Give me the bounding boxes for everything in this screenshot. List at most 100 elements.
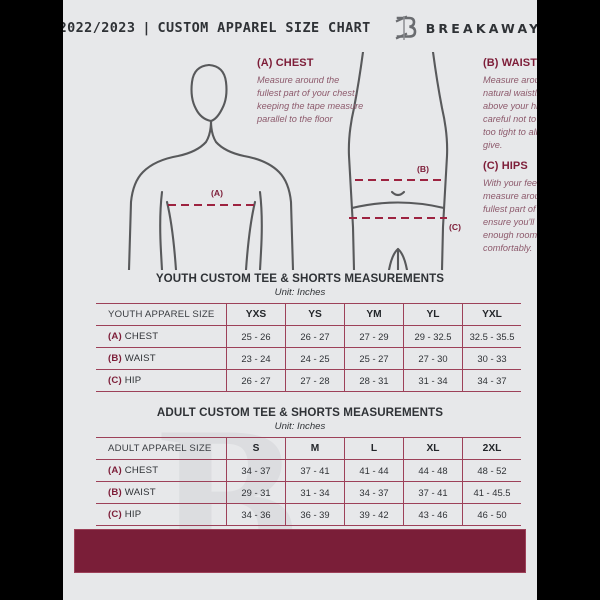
callout-waist-body: Measure around your natural waistline – …	[483, 75, 537, 151]
row-tag: (A)	[108, 331, 122, 342]
callout-chest-title: (A) CHEST	[257, 57, 314, 69]
youth-column-ys: YS	[285, 303, 345, 326]
youth-chest-ym: 27 - 29	[344, 325, 404, 348]
left-torso-side-outline	[165, 200, 178, 270]
adult-hip-l: 39 - 42	[344, 503, 404, 526]
head-right-outline	[207, 63, 228, 123]
adult-waist-m: 31 - 34	[285, 481, 345, 504]
right-torso-side-outline	[244, 200, 257, 270]
youth-row-hip-label: (C) HIP	[96, 369, 227, 392]
adult-table-unit: Unit: Inches	[274, 421, 326, 432]
youth-row-chest-label: (A) CHEST	[96, 325, 227, 348]
youth-waist-ys: 24 - 25	[285, 347, 345, 370]
adult-chest-xl: 44 - 48	[403, 459, 463, 482]
youth-waist-yl: 27 - 30	[403, 347, 463, 370]
inseam-left-outline	[387, 247, 400, 270]
youth-hip-ym: 28 - 31	[344, 369, 404, 392]
callout-hips: (C) HIPS With your feet together, measur…	[483, 160, 537, 255]
youth-chest-yxl: 32.5 - 35.5	[462, 325, 521, 348]
youth-chest-yxs: 25 - 26	[226, 325, 286, 348]
adult-waist-xl: 37 - 41	[403, 481, 463, 504]
youth-hip-ys: 27 - 28	[285, 369, 345, 392]
row-tag: (B)	[108, 487, 122, 498]
adult-row-waist-label: (B) WAIST	[96, 481, 227, 504]
callout-chest-body: Measure around the fullest part of your …	[257, 75, 364, 125]
callout-hips-body: With your feet together, measure around …	[483, 178, 537, 254]
adult-column-xl: XL	[403, 437, 463, 460]
youth-chest-ys: 26 - 27	[285, 325, 345, 348]
adult-hip-m: 36 - 39	[285, 503, 345, 526]
brand-name: BREAKAWAY	[425, 20, 537, 36]
measurement-diagram: (A) (B) (C) (A) CHEST Measure around the…	[63, 52, 537, 270]
row-name: WAIST	[124, 353, 156, 364]
row-name: WAIST	[124, 487, 156, 498]
callout-hips-title: (C) HIPS	[483, 160, 528, 172]
youth-row-waist-label: (B) WAIST	[96, 347, 227, 370]
hips-left-outline	[347, 52, 365, 270]
row-tag: (B)	[108, 353, 122, 364]
adult-row-hip-label: (C) HIP	[96, 503, 227, 526]
table-row: (C) HIP 26 - 27 27 - 28 28 - 31 31 - 34 …	[96, 369, 521, 392]
brand-lockup: BREAKAWAY	[395, 15, 537, 41]
youth-column-ym: YM	[344, 303, 404, 326]
adult-waist-l: 34 - 37	[344, 481, 404, 504]
table-header-row: ADULT APPAREL SIZE S M L XL 2XL	[96, 437, 521, 460]
row-name: CHEST	[124, 331, 159, 342]
adult-hip-s: 34 - 36	[226, 503, 286, 526]
adult-waist-s: 29 - 31	[226, 481, 286, 504]
adult-hip-xl: 43 - 46	[403, 503, 463, 526]
adult-column-l: L	[344, 437, 404, 460]
youth-column-yxs: YXS	[226, 303, 286, 326]
adult-header-label: ADULT APPAREL SIZE	[96, 437, 227, 460]
youth-column-yl: YL	[403, 303, 463, 326]
row-name: HIP	[124, 509, 142, 520]
callout-chest: (A) CHEST Measure around the fullest par…	[257, 57, 365, 126]
callout-waist: (B) WAIST Measure around your natural wa…	[483, 57, 537, 152]
youth-waist-yxl: 30 - 33	[462, 347, 521, 370]
body-figures-illustration	[127, 52, 449, 270]
adult-column-s: S	[226, 437, 286, 460]
row-tag: (A)	[108, 465, 122, 476]
hip-dimension-label: (C)	[449, 222, 461, 232]
youth-hip-yxs: 26 - 27	[226, 369, 286, 392]
chest-dimension-label: (A)	[211, 188, 223, 198]
header-season: 2022/2023	[63, 20, 136, 36]
right-shoulder-arm-outline	[209, 119, 295, 270]
page-header: 2022/2023 | CUSTOM APPAREL SIZE CHART BR…	[63, 0, 537, 56]
adult-chest-l: 41 - 44	[344, 459, 404, 482]
row-name: CHEST	[124, 465, 159, 476]
youth-waist-ym: 25 - 27	[344, 347, 404, 370]
row-name: HIP	[124, 375, 142, 386]
youth-size-table-block: YOUTH CUSTOM TEE & SHORTS MEASUREMENTS U…	[96, 272, 521, 392]
youth-table-unit: Unit: Inches	[274, 287, 326, 298]
table-row: (A) CHEST 25 - 26 26 - 27 27 - 29 29 - 3…	[96, 325, 521, 348]
youth-size-table: YOUTH APPAREL SIZE YXS YS YM YL YXL (A) …	[96, 303, 521, 392]
right-inner-arm-outline	[258, 190, 263, 270]
adult-waist-2xl: 41 - 45.5	[462, 481, 521, 504]
adult-chest-s: 34 - 37	[226, 459, 286, 482]
youth-header-label: YOUTH APPAREL SIZE	[96, 303, 227, 326]
youth-waist-yxs: 23 - 24	[226, 347, 286, 370]
breakaway-b-monogram-icon	[395, 15, 416, 40]
adult-hip-2xl: 46 - 50	[462, 503, 521, 526]
adult-size-table-block: ADULT CUSTOM TEE & SHORTS MEASUREMENTS U…	[96, 406, 521, 526]
youth-column-yxl: YXL	[462, 303, 521, 326]
youth-chest-yl: 29 - 32.5	[403, 325, 463, 348]
table-header-row: YOUTH APPAREL SIZE YXS YS YM YL YXL	[96, 303, 521, 326]
header-separator: |	[142, 20, 151, 36]
adult-column-m: M	[285, 437, 345, 460]
inseam-right-outline	[396, 247, 409, 270]
size-chart-page: B 2022/2023 | CUSTOM APPAREL SIZE CHART …	[63, 0, 537, 600]
adult-chest-m: 37 - 41	[285, 459, 345, 482]
youth-table-title: YOUTH CUSTOM TEE & SHORTS MEASUREMENTS	[155, 272, 445, 285]
head-left-outline	[190, 63, 213, 123]
table-row: (B) WAIST 29 - 31 31 - 34 34 - 37 37 - 4…	[96, 481, 521, 504]
page-title: CUSTOM APPAREL SIZE CHART	[157, 20, 371, 36]
table-row: (C) HIP 34 - 36 36 - 39 39 - 42 43 - 46 …	[96, 503, 521, 526]
row-tag: (C)	[108, 375, 122, 386]
waist-dimension-label: (B)	[417, 164, 429, 174]
table-row: (A) CHEST 34 - 37 37 - 41 41 - 44 44 - 4…	[96, 459, 521, 482]
hip-curve-line	[350, 201, 446, 210]
adult-column-2xl: 2XL	[462, 437, 521, 460]
